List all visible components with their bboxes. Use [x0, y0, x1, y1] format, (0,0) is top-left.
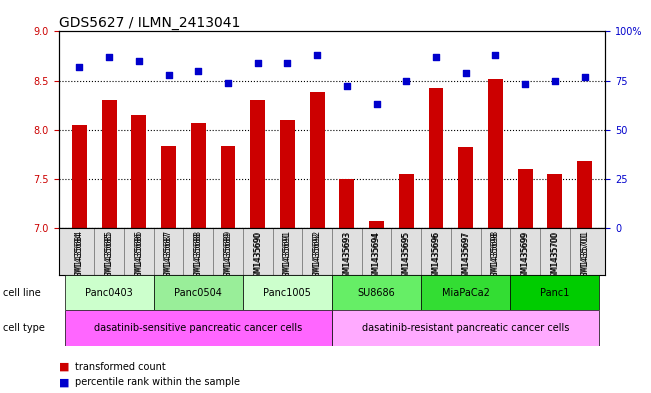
Text: GSM1435686: GSM1435686 [134, 232, 143, 283]
Text: cell line: cell line [3, 288, 41, 298]
Bar [191, 123, 206, 228]
Text: GSM1435699: GSM1435699 [521, 232, 530, 283]
Point [163, 72, 174, 78]
Text: GSM1435696: GSM1435696 [432, 230, 441, 281]
Bar [221, 147, 236, 228]
Text: GSM1435686: GSM1435686 [134, 230, 143, 281]
Point [283, 60, 293, 66]
Point [401, 77, 411, 84]
Point [253, 60, 263, 66]
Text: GSM1435701: GSM1435701 [580, 230, 589, 281]
Text: percentile rank within the sample: percentile rank within the sample [75, 377, 240, 387]
Text: transformed count: transformed count [75, 362, 165, 371]
Text: GSM1435688: GSM1435688 [194, 230, 202, 281]
FancyBboxPatch shape [64, 310, 332, 346]
Text: GSM1435687: GSM1435687 [164, 230, 173, 281]
Point [133, 58, 144, 64]
Bar [547, 174, 562, 228]
Text: GSM1435697: GSM1435697 [462, 230, 470, 281]
Text: GSM1435685: GSM1435685 [105, 230, 114, 281]
Bar [72, 125, 87, 228]
Bar [399, 174, 414, 228]
Text: dasatinib-resistant pancreatic cancer cells: dasatinib-resistant pancreatic cancer ce… [362, 323, 570, 333]
Text: GSM1435699: GSM1435699 [521, 230, 530, 281]
Bar [310, 92, 325, 228]
Text: cell type: cell type [3, 323, 45, 333]
Text: GSM1435693: GSM1435693 [342, 232, 352, 283]
Text: GSM1435698: GSM1435698 [491, 230, 500, 281]
Text: GSM1435696: GSM1435696 [432, 232, 441, 283]
Point [104, 54, 115, 60]
Bar [280, 120, 295, 228]
Text: GSM1435694: GSM1435694 [372, 230, 381, 281]
FancyBboxPatch shape [243, 275, 332, 310]
Text: GSM1435684: GSM1435684 [75, 230, 84, 281]
Text: GSM1435695: GSM1435695 [402, 230, 411, 281]
Bar [458, 147, 473, 228]
Point [342, 83, 352, 90]
Text: GSM1435692: GSM1435692 [312, 230, 322, 281]
Point [371, 101, 381, 107]
FancyBboxPatch shape [510, 275, 600, 310]
Text: GSM1435690: GSM1435690 [253, 232, 262, 283]
Text: GSM1435688: GSM1435688 [194, 232, 202, 283]
Text: GSM1435684: GSM1435684 [75, 232, 84, 283]
Text: ■: ■ [59, 377, 69, 387]
FancyBboxPatch shape [332, 310, 600, 346]
Point [431, 54, 441, 60]
Bar [369, 221, 384, 228]
Text: ■: ■ [59, 362, 69, 371]
Text: Panc1: Panc1 [540, 288, 570, 298]
Point [223, 79, 233, 86]
Point [490, 52, 501, 58]
Bar [428, 88, 443, 228]
Point [460, 70, 471, 76]
Bar [132, 115, 146, 228]
Bar [161, 147, 176, 228]
Point [549, 77, 560, 84]
Text: GSM1435700: GSM1435700 [550, 230, 559, 281]
Point [193, 68, 204, 74]
Text: GSM1435695: GSM1435695 [402, 232, 411, 283]
Bar [488, 79, 503, 228]
Text: GSM1435687: GSM1435687 [164, 232, 173, 283]
FancyBboxPatch shape [332, 275, 421, 310]
Text: GSM1435693: GSM1435693 [342, 230, 352, 281]
Text: GSM1435697: GSM1435697 [462, 232, 470, 283]
Text: GSM1435698: GSM1435698 [491, 232, 500, 283]
Text: Panc1005: Panc1005 [264, 288, 311, 298]
Text: GSM1435689: GSM1435689 [223, 232, 232, 283]
Text: GDS5627 / ILMN_2413041: GDS5627 / ILMN_2413041 [59, 16, 240, 30]
Text: Panc0403: Panc0403 [85, 288, 133, 298]
Text: GSM1435690: GSM1435690 [253, 230, 262, 281]
Bar [577, 161, 592, 228]
Text: GSM1435691: GSM1435691 [283, 232, 292, 283]
Text: GSM1435691: GSM1435691 [283, 230, 292, 281]
Text: Panc0504: Panc0504 [174, 288, 222, 298]
Text: GSM1435689: GSM1435689 [223, 230, 232, 281]
Text: SU8686: SU8686 [357, 288, 395, 298]
Text: GSM1435692: GSM1435692 [312, 232, 322, 283]
Bar [518, 169, 533, 228]
Bar [339, 179, 354, 228]
FancyBboxPatch shape [421, 275, 510, 310]
Point [312, 52, 322, 58]
Text: GSM1435701: GSM1435701 [580, 232, 589, 283]
Text: dasatinib-sensitive pancreatic cancer cells: dasatinib-sensitive pancreatic cancer ce… [94, 323, 303, 333]
Point [579, 73, 590, 80]
Bar [102, 100, 117, 228]
FancyBboxPatch shape [64, 275, 154, 310]
Text: GSM1435685: GSM1435685 [105, 232, 114, 283]
FancyBboxPatch shape [154, 275, 243, 310]
Point [520, 81, 531, 88]
Bar [250, 100, 265, 228]
Text: GSM1435694: GSM1435694 [372, 232, 381, 283]
Text: MiaPaCa2: MiaPaCa2 [442, 288, 490, 298]
Text: GSM1435700: GSM1435700 [550, 232, 559, 283]
Point [74, 64, 85, 70]
